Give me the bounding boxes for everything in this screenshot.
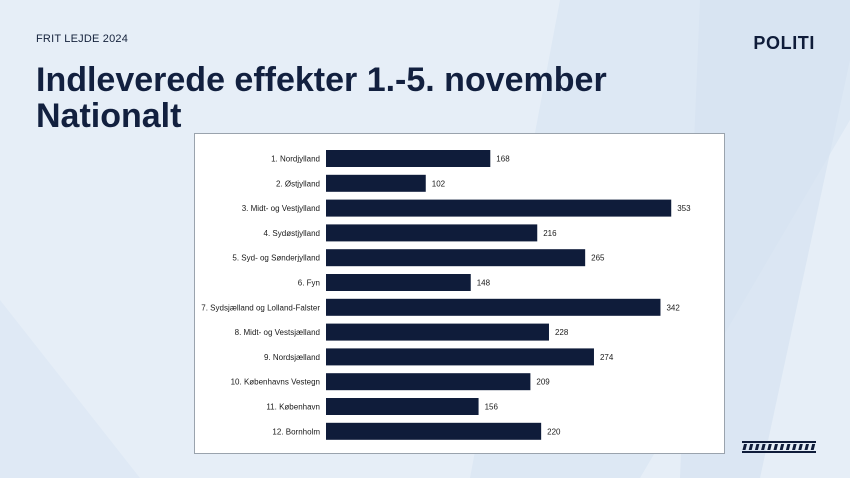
value-label: 156 <box>485 403 499 412</box>
category-label: 12. Bornholm <box>272 427 320 436</box>
category-label: 10. Københavns Vestegn <box>231 378 320 387</box>
presentation-tag: FRIT LEJDE 2024 <box>36 33 129 45</box>
bar <box>326 274 471 291</box>
value-label: 274 <box>600 353 614 362</box>
value-label: 148 <box>477 279 491 288</box>
category-label: 2. Østjylland <box>276 179 320 188</box>
bar <box>326 298 661 316</box>
checkered-stripe-decoration <box>742 441 816 453</box>
bar <box>326 249 586 267</box>
category-label: 9. Nordsjælland <box>264 353 320 362</box>
category-label: 7. Sydsjælland og Lolland-Falster <box>201 303 320 312</box>
category-label: 11. København <box>266 403 320 412</box>
category-label: 6. Fyn <box>298 279 320 288</box>
bar <box>326 224 538 242</box>
bar <box>326 199 672 217</box>
value-label: 168 <box>496 155 510 164</box>
bar <box>326 150 491 167</box>
bar <box>326 422 542 440</box>
category-label: 1. Nordjylland <box>271 155 320 164</box>
category-label: 8. Midt- og Vestsjælland <box>235 328 320 337</box>
title-line-2: Nationalt <box>36 97 182 135</box>
value-label: 353 <box>677 204 691 213</box>
bar <box>326 373 531 391</box>
bar-chart: 1. Nordjylland 168 2. Østjylland 102 3. Midt… <box>201 150 691 440</box>
category-label: 4. Sydøstjylland <box>264 229 320 238</box>
value-label: 209 <box>536 378 550 387</box>
bar <box>326 398 479 415</box>
bar <box>326 348 594 366</box>
value-label: 102 <box>432 179 446 188</box>
bar <box>326 174 426 192</box>
page-title: Indleverede effekter 1.-5. november Nati… <box>36 62 736 134</box>
category-label: 3. Midt- og Vestjylland <box>242 204 320 213</box>
value-label: 216 <box>543 229 557 238</box>
category-label: 5. Syd- og Sønderjylland <box>232 254 320 263</box>
bar <box>326 323 549 341</box>
politi-logo: POLITI <box>753 33 815 53</box>
title-line-1: Indleverede effekter 1.-5. november <box>36 61 607 99</box>
value-label: 342 <box>666 303 680 312</box>
value-label: 265 <box>591 254 605 263</box>
chart-panel: 1. Nordjylland 168 2. Østjylland 102 3. Midt… <box>194 133 725 454</box>
value-label: 220 <box>547 427 561 436</box>
value-label: 228 <box>555 328 569 337</box>
